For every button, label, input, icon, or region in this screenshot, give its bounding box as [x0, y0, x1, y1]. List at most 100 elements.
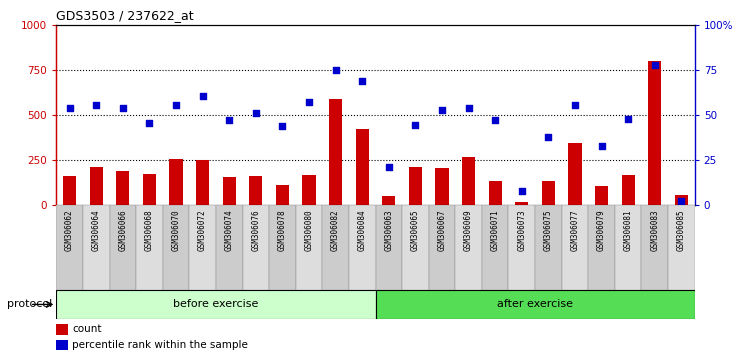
Point — [276, 123, 288, 129]
Point — [64, 105, 76, 111]
Bar — [136, 205, 163, 290]
Text: GSM306062: GSM306062 — [65, 210, 74, 251]
Bar — [276, 185, 289, 205]
Text: GSM306070: GSM306070 — [171, 210, 180, 251]
Bar — [163, 205, 189, 290]
Bar — [535, 205, 562, 290]
Bar — [588, 205, 615, 290]
Text: GSM306084: GSM306084 — [357, 210, 366, 251]
Bar — [56, 340, 68, 350]
Bar — [541, 181, 555, 205]
Bar — [668, 205, 695, 290]
Bar — [329, 99, 342, 205]
Bar — [303, 175, 315, 205]
Point — [569, 102, 581, 108]
Text: GSM306067: GSM306067 — [438, 210, 447, 251]
Text: GSM306085: GSM306085 — [677, 210, 686, 251]
Bar — [83, 205, 110, 290]
Text: after exercise: after exercise — [497, 299, 573, 309]
Point — [117, 105, 129, 111]
Point — [596, 143, 608, 149]
Bar — [569, 143, 581, 205]
Bar — [269, 205, 296, 290]
Point — [516, 188, 528, 194]
Text: GSM306069: GSM306069 — [464, 210, 473, 251]
Point — [356, 78, 368, 84]
Text: GSM306064: GSM306064 — [92, 210, 101, 251]
Bar — [641, 205, 668, 290]
Text: GSM306071: GSM306071 — [490, 210, 499, 251]
Bar — [595, 186, 608, 205]
Point — [383, 164, 395, 169]
Text: GSM306072: GSM306072 — [198, 210, 207, 251]
Point — [436, 107, 448, 113]
Text: count: count — [72, 324, 102, 334]
Point — [489, 117, 501, 122]
Text: percentile rank within the sample: percentile rank within the sample — [72, 340, 248, 350]
Bar — [222, 177, 236, 205]
Bar — [196, 160, 210, 205]
Text: GSM306068: GSM306068 — [145, 210, 154, 251]
Point — [542, 134, 554, 139]
Text: before exercise: before exercise — [173, 299, 258, 309]
Text: GSM306073: GSM306073 — [517, 210, 526, 251]
Point — [409, 122, 421, 128]
Bar — [382, 196, 396, 205]
Point — [143, 120, 155, 126]
Text: protocol: protocol — [8, 299, 53, 309]
Point — [223, 118, 235, 123]
Bar — [349, 205, 376, 290]
Point — [622, 116, 634, 121]
Bar — [402, 205, 429, 290]
Text: GSM306081: GSM306081 — [623, 210, 632, 251]
Point — [675, 198, 687, 204]
Bar — [170, 159, 182, 205]
Bar — [249, 176, 262, 205]
Text: GSM306083: GSM306083 — [650, 210, 659, 251]
Bar — [56, 290, 376, 319]
Bar — [409, 167, 422, 205]
Bar — [56, 324, 68, 335]
Bar — [508, 205, 535, 290]
Text: GSM306082: GSM306082 — [331, 210, 340, 251]
Bar — [562, 205, 588, 290]
Bar — [674, 195, 688, 205]
Point — [250, 110, 262, 116]
Bar — [622, 175, 635, 205]
Text: GSM306075: GSM306075 — [544, 210, 553, 251]
Point — [303, 99, 315, 105]
Bar — [462, 158, 475, 205]
Bar — [455, 205, 482, 290]
Text: GDS3503 / 237622_at: GDS3503 / 237622_at — [56, 9, 194, 22]
Bar — [429, 205, 455, 290]
Point — [170, 102, 182, 108]
Text: GSM306078: GSM306078 — [278, 210, 287, 251]
Bar — [56, 205, 83, 290]
Text: GSM306074: GSM306074 — [225, 210, 234, 251]
Bar — [376, 205, 402, 290]
Text: GSM306077: GSM306077 — [571, 210, 580, 251]
Bar — [143, 174, 156, 205]
Bar — [322, 205, 349, 290]
Bar — [189, 205, 216, 290]
Bar — [489, 181, 502, 205]
Bar — [355, 130, 369, 205]
Bar — [482, 205, 508, 290]
Bar — [436, 168, 448, 205]
Bar — [63, 176, 77, 205]
Bar — [243, 205, 269, 290]
Point — [463, 105, 475, 111]
Bar — [116, 171, 129, 205]
Bar — [615, 205, 641, 290]
Text: GSM306063: GSM306063 — [385, 210, 394, 251]
Point — [649, 63, 661, 68]
Text: GSM306076: GSM306076 — [252, 210, 261, 251]
Text: GSM306066: GSM306066 — [119, 210, 128, 251]
Bar — [110, 205, 136, 290]
Bar — [296, 205, 322, 290]
Point — [197, 93, 209, 99]
Bar — [89, 167, 103, 205]
Text: GSM306079: GSM306079 — [597, 210, 606, 251]
Bar — [216, 205, 243, 290]
Bar — [648, 61, 662, 205]
